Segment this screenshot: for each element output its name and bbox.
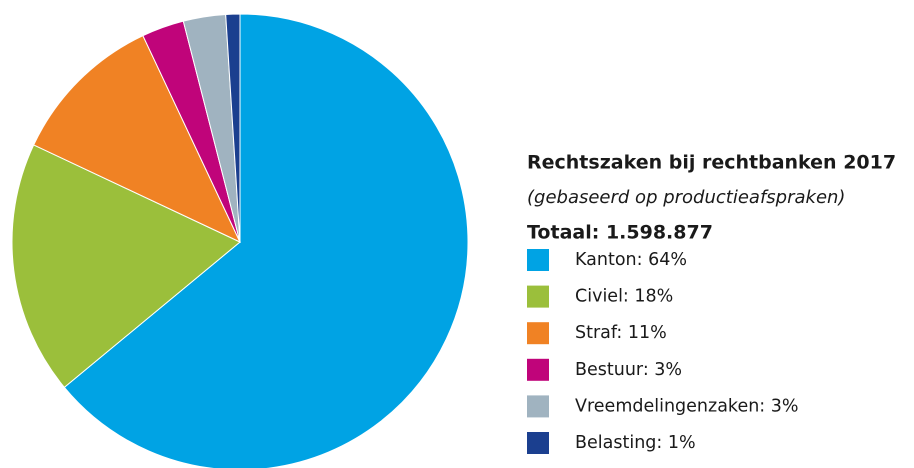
legend-label: Bestuur: 3% bbox=[575, 360, 682, 380]
legend-swatch bbox=[527, 358, 549, 381]
legend-label: Straf: 11% bbox=[575, 323, 667, 343]
chart-title: Rechtszaken bij rechtbanken 2017 bbox=[527, 152, 896, 174]
pie-slice bbox=[63, 13, 469, 468]
pie-slice bbox=[225, 13, 241, 243]
chart-subtitle: (gebaseerd op productieafspraken) bbox=[527, 187, 845, 208]
legend-swatch bbox=[527, 285, 549, 308]
legend-swatch bbox=[527, 395, 549, 418]
pie-slice bbox=[33, 35, 242, 244]
legend-label: Vreemdelingenzaken: 3% bbox=[575, 396, 799, 416]
chart-note: Totaal: 1.598.877 bbox=[527, 222, 713, 244]
legend-label: Civiel: 18% bbox=[575, 287, 673, 307]
legend-label: Kanton: 64% bbox=[575, 250, 687, 270]
legend-swatch bbox=[527, 249, 549, 271]
legend-swatch bbox=[527, 322, 549, 345]
legend-swatch bbox=[527, 432, 549, 454]
legend-label: Belasting: 1% bbox=[575, 433, 696, 453]
pie-slice bbox=[11, 144, 241, 389]
